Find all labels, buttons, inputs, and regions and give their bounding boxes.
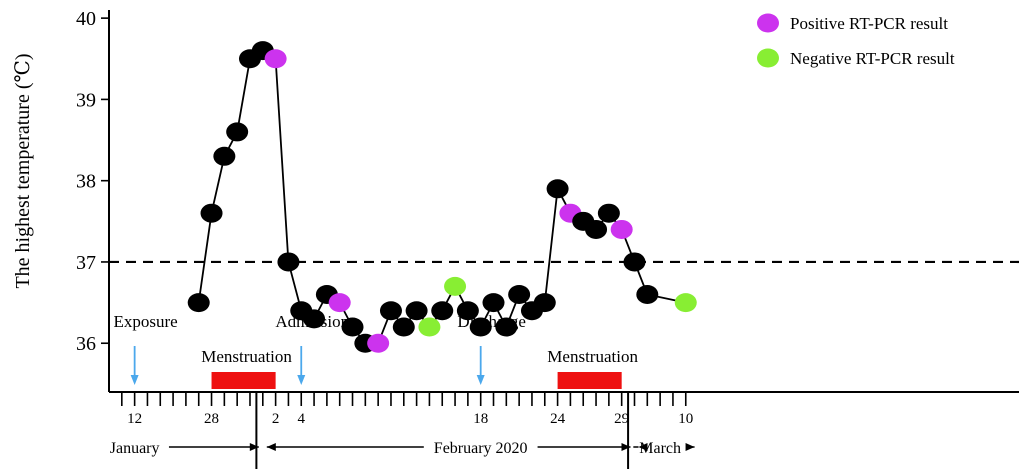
data-point-normal <box>597 203 620 223</box>
legend-negative-label: Negative RT-PCR result <box>790 49 955 68</box>
y-tick-label-40: 40 <box>76 8 96 30</box>
y-ticks: 36 37 38 39 40 <box>76 8 109 355</box>
y-tick-label-39: 39 <box>76 89 96 111</box>
data-point-positive <box>264 49 287 69</box>
data-point-normal <box>546 179 569 199</box>
temperature-series <box>187 41 697 353</box>
data-point-negative <box>444 276 467 296</box>
x-tick-label-29: 29 <box>614 411 629 427</box>
x-tick-label-4: 4 <box>298 411 306 427</box>
data-point-positive <box>328 293 351 313</box>
legend: Positive RT-PCR result Negative RT-PCR r… <box>757 13 955 68</box>
x-ticks: 12 28 2 4 18 24 29 10 <box>121 392 693 427</box>
x-tick-label-12: 12 <box>127 411 142 427</box>
month-label: February 2020 <box>434 440 528 457</box>
data-point-normal <box>341 317 364 337</box>
x-tick-label-2: 2 <box>272 411 280 427</box>
data-point-normal <box>405 301 428 321</box>
legend-negative-swatch <box>757 48 779 68</box>
data-point-normal <box>303 309 326 329</box>
data-point-normal <box>456 301 479 321</box>
legend-positive-swatch <box>757 13 779 33</box>
event-label: Exposure <box>114 312 178 331</box>
menstruation-bar <box>557 372 622 389</box>
arrow-head-left <box>638 443 648 451</box>
data-point-normal <box>623 252 646 272</box>
y-axis-label: The highest temperature (℃) <box>12 53 34 288</box>
event-arrow-head <box>297 375 306 385</box>
x-tick-label-10: 10 <box>678 411 693 427</box>
menstruation-label: Menstruation <box>201 347 292 366</box>
data-point-normal <box>585 219 608 239</box>
data-point-normal <box>482 293 505 313</box>
legend-positive-label: Positive RT-PCR result <box>790 14 948 33</box>
event-arrow-head <box>476 375 485 385</box>
data-point-normal <box>213 146 236 166</box>
x-tick-label-28: 28 <box>204 411 219 427</box>
data-point-positive <box>610 219 633 239</box>
menstruation-label: Menstruation <box>547 347 638 366</box>
temperature-line <box>197 49 686 345</box>
menstruation-bar <box>211 372 276 389</box>
y-tick-label-36: 36 <box>76 333 96 355</box>
menstruation-periods: Menstruation Menstruation <box>201 347 638 389</box>
data-point-normal <box>495 317 518 337</box>
month-label: January <box>110 440 160 457</box>
data-point-normal <box>533 293 556 313</box>
arrow-head-right <box>685 443 695 451</box>
data-point-normal <box>187 293 210 313</box>
data-point-normal <box>636 284 659 304</box>
y-tick-label-37: 37 <box>76 252 96 274</box>
axes <box>108 10 1019 393</box>
data-point-normal <box>392 317 415 337</box>
x-tick-label-18: 18 <box>473 411 488 427</box>
data-point-normal <box>379 301 402 321</box>
arrow-head-right <box>249 443 259 451</box>
data-point-normal <box>469 317 492 337</box>
month-labels: January February 2020 March <box>110 392 695 469</box>
data-point-normal <box>431 301 454 321</box>
data-point-positive <box>367 333 390 353</box>
event-arrow-head <box>130 375 139 385</box>
data-point-normal <box>200 203 223 223</box>
arrow-head-left <box>266 443 276 451</box>
data-point-normal <box>277 252 300 272</box>
month-label: March <box>639 440 681 457</box>
data-point-negative <box>418 317 441 337</box>
x-tick-label-24: 24 <box>550 411 566 427</box>
y-tick-label-38: 38 <box>76 171 96 193</box>
data-point-normal <box>226 122 249 142</box>
arrow-head-right <box>621 443 631 451</box>
data-point-negative <box>674 293 697 313</box>
data-point-normal <box>508 284 531 304</box>
